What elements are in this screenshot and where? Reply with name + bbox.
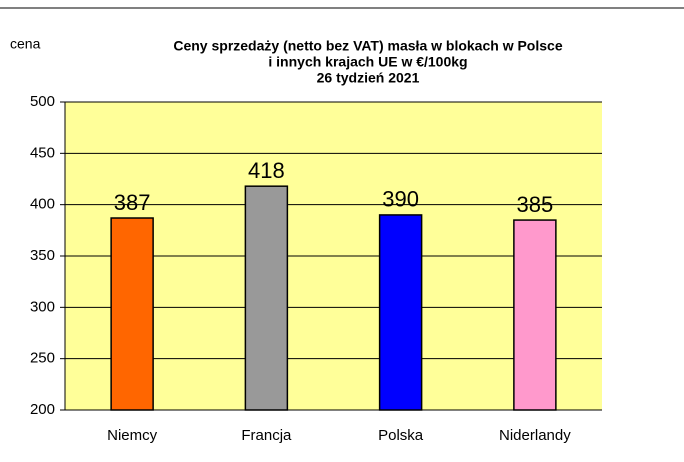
y-tick-label: 450: [30, 144, 55, 161]
y-tick-label: 400: [30, 196, 55, 213]
y-tick-label: 500: [30, 93, 55, 110]
value-label: 418: [248, 158, 285, 183]
chart-title: i innych krajach UE w €/100kg: [268, 54, 467, 70]
x-tick-label: Niderlandy: [499, 427, 571, 444]
value-label: 385: [517, 192, 554, 217]
bar: [110, 217, 154, 411]
y-axis-label: cena: [10, 36, 41, 52]
y-tick-label: 350: [30, 247, 55, 264]
x-tick-label: Francja: [241, 427, 292, 444]
y-tick-label: 250: [30, 350, 55, 367]
chart-title: 26 tydzień 2021: [317, 70, 420, 86]
value-label: 390: [382, 187, 419, 212]
y-tick-label: 300: [30, 298, 55, 315]
value-label: 387: [114, 190, 151, 215]
y-tick-label: 200: [30, 401, 55, 418]
bar: [244, 185, 289, 411]
bar: [378, 214, 423, 411]
x-tick-label: Niemcy: [107, 427, 158, 444]
x-tick-label: Polska: [378, 427, 424, 444]
bar: [513, 219, 557, 411]
chart-title: Ceny sprzedaży (netto bez VAT) masła w b…: [173, 38, 562, 54]
